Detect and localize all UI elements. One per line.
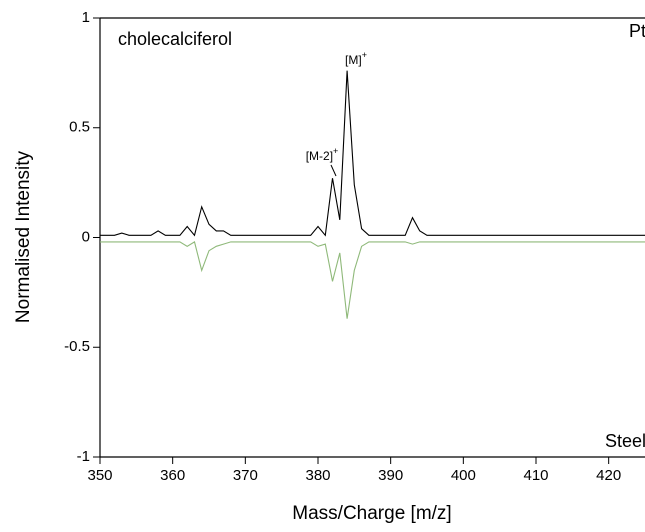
- y-tick-label: -0.5: [64, 338, 90, 355]
- y-tick-label: 0: [82, 228, 90, 245]
- series-line: [100, 70, 645, 237]
- x-tick-label: 350: [87, 467, 112, 484]
- x-axis-label: Mass/Charge [m/z]: [292, 503, 451, 524]
- y-tick-label: 1: [82, 9, 90, 26]
- annotation-leader: [330, 164, 337, 177]
- x-tick-label: 390: [378, 467, 403, 484]
- y-tick-label: -1: [77, 448, 90, 465]
- x-tick-label: 410: [523, 467, 548, 484]
- annotation-label: [M]: [345, 53, 362, 67]
- series-label: Steel: [605, 431, 645, 451]
- y-tick-label: 0.5: [69, 119, 90, 136]
- x-tick-label: 360: [160, 467, 185, 484]
- x-tick-label: 370: [233, 467, 258, 484]
- annotation: [M]+: [345, 50, 367, 67]
- chart-title: cholecalciferol: [118, 29, 232, 49]
- annotation-charge: +: [362, 50, 367, 60]
- y-axis-label: Normalised Intensity: [13, 150, 34, 323]
- annotation: [M-2]+: [306, 146, 339, 163]
- series-line: [100, 241, 645, 319]
- x-tick-label: 400: [451, 467, 476, 484]
- x-tick-label: 380: [305, 467, 330, 484]
- annotation-charge: +: [333, 146, 338, 156]
- annotation-label: [M-2]: [306, 149, 333, 163]
- series-label: Pt: [629, 21, 645, 41]
- x-tick-label: 420: [596, 467, 621, 484]
